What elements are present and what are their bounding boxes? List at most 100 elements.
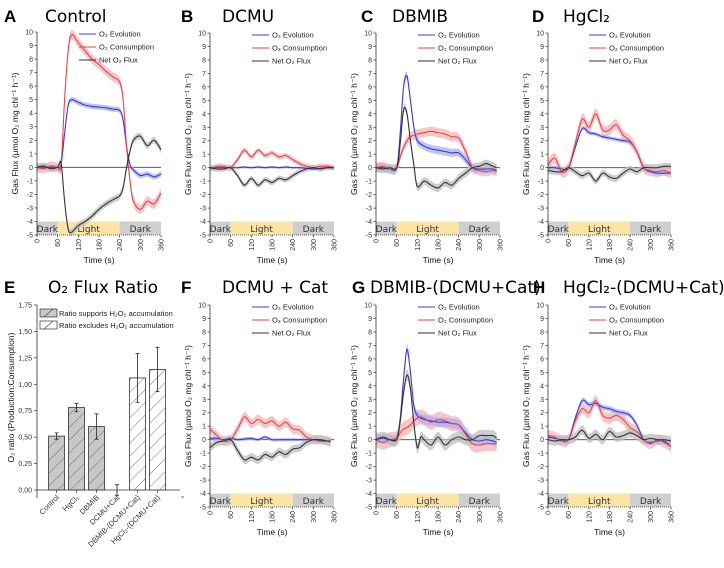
legend-label-consumption: O₂ Consumption: [609, 44, 664, 53]
x-tick-label: 180: [97, 239, 104, 251]
panel-title: DCMU + Cat: [222, 278, 328, 298]
panel-d: D HgCl₂ Dark Light Dark -5 -4 -3 -2 -1 0 1 2 3 4 5 6 7 8 9 1…: [521, 7, 676, 265]
legend-label-net: Net O₂ Flux: [272, 329, 311, 338]
legend-label-consumption: O₂ Consumption: [99, 43, 154, 52]
x-tick-label: 300: [311, 511, 318, 523]
phase-band-light: [396, 221, 459, 235]
legend-label-consumption: O₂ Consumption: [609, 316, 664, 325]
panel-a: A Control Dark Light Dark -5 -4 -3 -2 -1 0 1 2 3 4 5 6 7 8…: [4, 7, 166, 265]
x-tick-label: 180: [436, 511, 443, 523]
phase-label: Dark: [210, 225, 232, 235]
y-tick-label: 10: [198, 31, 206, 38]
y-tick-label: 3: [29, 124, 33, 131]
error-band-net: [548, 162, 671, 185]
y-tick-label: 5: [368, 370, 372, 377]
bar-hatch: [88, 426, 105, 490]
y-axis-label: Gas Flux (µmol O₂ mg chl⁻¹ h⁻¹): [183, 73, 193, 195]
series-line-consumption: [547, 113, 672, 174]
x-tick-label: 0: [35, 239, 42, 243]
series-line-net: [209, 438, 331, 461]
x-tick-label: 120: [76, 239, 83, 251]
phase-band-dark: [37, 221, 58, 235]
y-tick-label: 4: [540, 383, 544, 390]
y-tick-label: 2: [368, 410, 372, 417]
y-tick-label: 2: [540, 138, 544, 145]
y-tick-label: 4: [540, 111, 544, 118]
phase-label: Light: [588, 225, 611, 235]
legend-label-consumption: O₂ Consumption: [438, 316, 493, 325]
x-tick-label: 300: [648, 511, 655, 523]
x-tick-label: 0: [546, 511, 553, 515]
legend-label-net: Net O₂ Flux: [438, 329, 477, 338]
series-line-evolution: [375, 348, 497, 443]
y-tick-label: 5: [202, 98, 206, 105]
phase-label: Dark: [640, 225, 662, 235]
y-tick-label: 9: [29, 43, 33, 50]
x-axis-label: Time (s): [423, 255, 454, 265]
x-tick-label: 180: [270, 511, 277, 523]
y-tick-label: 3: [540, 397, 544, 404]
y-tick-label: 9: [202, 316, 206, 323]
y-tick-label: -5: [366, 233, 372, 240]
legend-label-net: Net O₂ Flux: [272, 57, 311, 66]
bar-hatch: [48, 436, 65, 490]
series-line-net: [209, 166, 335, 186]
panel-b: B DCMU Dark Light Dark -5 -4 -3 -2 -1 0 1 2 3 4 5 6 7 8 9 10…: [181, 7, 339, 265]
x-tick-label: 180: [607, 511, 614, 523]
series-line-evolution: [375, 74, 497, 172]
x-tick-label: 360: [498, 239, 505, 251]
y-tick-label: 0: [540, 437, 544, 444]
x-tick-label: 120: [249, 511, 256, 523]
y-tick-label: 1: [540, 424, 544, 431]
panel-g: G DBMIB-(DCMU+Cat) Dark Light Dark -5 -4 -3 -2 -1…: [349, 278, 541, 537]
panel-title: HgCl₂: [563, 7, 610, 27]
phase-band-dark: [210, 493, 231, 507]
y-tick-label: 7: [540, 343, 544, 350]
phase-label: Dark: [37, 225, 59, 235]
y-tick-label: 0: [202, 437, 206, 444]
y-tick-label: 5: [540, 370, 544, 377]
y-tick-label: 0: [29, 165, 33, 172]
panel-c: C DBMIB Dark Light Dark -5 -4 -3 -2 -1 0 1 2 3 4 5 6 7 8 9 1…: [349, 7, 505, 265]
phase-band-dark: [376, 221, 397, 235]
y-tick-label: 5: [540, 98, 544, 105]
y-tick-label: 9: [202, 44, 206, 51]
y-tick-label: -5: [200, 505, 206, 512]
panel-e: E O₂ Flux Ratio 0,00 0,25 0,50 0,75 1,00 1,25 1,…: [4, 278, 184, 549]
y-tick-label: 0: [540, 165, 544, 172]
y-tick-label: 1: [29, 151, 33, 158]
y-tick-label: -4: [538, 219, 544, 226]
y-tick-label: 8: [368, 57, 372, 64]
y-tick-label: 10: [364, 303, 372, 310]
legend-label-consumption: O₂ Consumption: [272, 44, 327, 53]
y-tick-label: 3: [368, 125, 372, 132]
y-tick-label: -4: [27, 219, 33, 226]
x-tick-label: 60: [566, 239, 573, 247]
panel-letter: E: [4, 278, 15, 297]
phase-label: Light: [250, 225, 273, 235]
error-band-consumption: [210, 412, 331, 448]
error-band-evolution: [376, 71, 497, 175]
phase-label: Dark: [376, 225, 398, 235]
y-tick-label: 9: [540, 316, 544, 323]
y-tick-label: 8: [29, 57, 33, 64]
y-tick-label: 3: [368, 397, 372, 404]
x-tick-label: 120: [587, 511, 594, 523]
x-tick-label: 120: [587, 239, 594, 251]
x-tick-label: 240: [117, 239, 124, 251]
y-tick-label: 0,50: [18, 435, 32, 442]
y-tick-label: 0: [368, 437, 372, 444]
y-tick-label: 1,00: [18, 382, 32, 389]
y-tick-label: 7: [368, 71, 372, 78]
y-tick-label: -1: [200, 451, 206, 458]
y-tick-label: 4: [202, 383, 206, 390]
phase-band-light: [230, 493, 293, 507]
y-tick-label: 5: [202, 370, 206, 377]
y-tick-label: 10: [536, 303, 544, 310]
y-tick-label: -3: [200, 478, 206, 485]
error-band-consumption: [376, 126, 497, 177]
x-tick-label: 120: [249, 239, 256, 251]
phase-label: Dark: [303, 225, 325, 235]
x-tick-label: 360: [332, 511, 339, 523]
phase-label: Dark: [548, 497, 570, 507]
